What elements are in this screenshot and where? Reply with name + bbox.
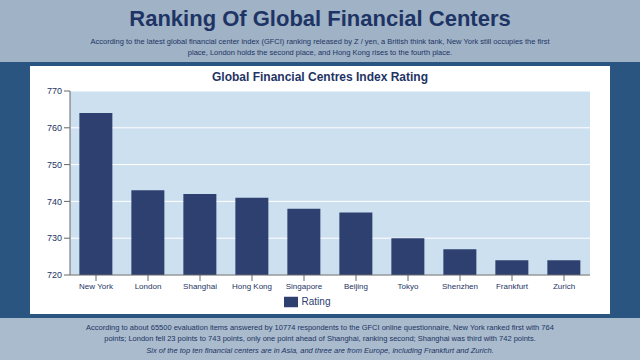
svg-text:Hong Kong: Hong Kong [232, 282, 272, 291]
svg-text:Frankfurt: Frankfurt [496, 282, 529, 291]
html-text:Six of the top ten financial c: Six of the top ten financial centers are… [146, 346, 494, 355]
svg-text:Shanghai: Shanghai [183, 282, 217, 291]
svg-text:730: 730 [47, 233, 62, 243]
html-text:According to the latest global: According to the latest global financial… [90, 37, 550, 57]
html-text:Ranking Of Global Financial Ce: Ranking Of Global Financial Centers [129, 6, 511, 31]
svg-text:Singapore: Singapore [286, 282, 323, 291]
svg-text:720: 720 [47, 270, 62, 280]
svg-text:740: 740 [47, 197, 62, 207]
svg-text:750: 750 [47, 160, 62, 170]
svg-text:Tokyo: Tokyo [398, 282, 419, 291]
svg-text:770: 770 [47, 86, 62, 96]
svg-text:Shenzhen: Shenzhen [442, 282, 478, 291]
svg-text:London: London [135, 282, 162, 291]
svg-text:Beijing: Beijing [344, 282, 368, 291]
svg-text:760: 760 [47, 123, 62, 133]
html-text:According to about 65500 evalu: According to about 65500 evaluation item… [86, 323, 554, 343]
svg-text:New York: New York [79, 282, 114, 291]
html-text:Global Financial Centres Index: Global Financial Centres Index Rating [212, 70, 428, 84]
svg-text:Zurich: Zurich [553, 282, 575, 291]
html-text:Rating: Rating [301, 295, 331, 307]
